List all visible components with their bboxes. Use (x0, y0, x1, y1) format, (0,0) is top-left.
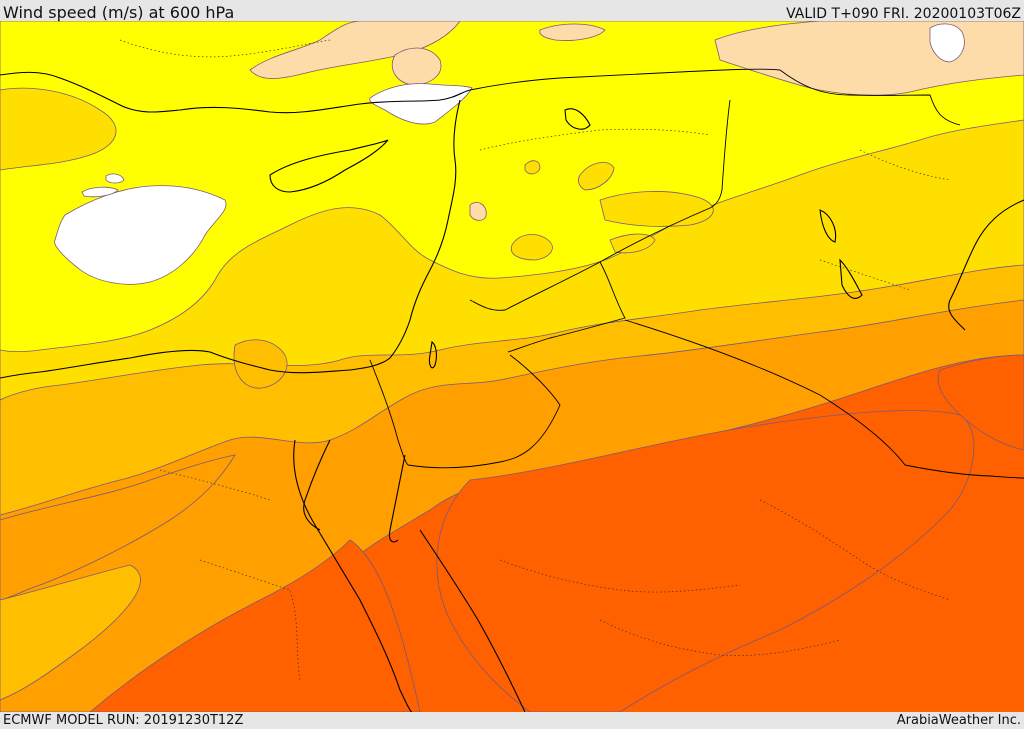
footer-bar: ECMWF MODEL RUN: 20191230T12Z ArabiaWeat… (0, 712, 1024, 729)
patch-gentle-1 (578, 161, 615, 191)
calm-anatolia (54, 185, 227, 285)
egypt-israel-border (369, 359, 409, 466)
calm-anatolia-small (81, 186, 119, 198)
turkey-syria-border (469, 68, 781, 91)
peak-levant (469, 201, 487, 221)
lake-tuz (564, 108, 591, 130)
band-moderate-sw (0, 564, 141, 701)
patch-gentle-3 (599, 191, 714, 227)
band-light (0, 21, 1024, 352)
provider-credit: ArabiaWeather Inc. (896, 713, 1021, 728)
peak-north-small (391, 47, 442, 86)
iraq-syria-border (709, 99, 731, 209)
egypt-sudan-border (407, 354, 561, 469)
header-bar: Wind speed (m/s) at 600 hPa VALID T+090 … (0, 0, 1024, 22)
wind-speed-map (0, 21, 1024, 712)
red-sea-east-coast (419, 529, 526, 712)
band-strong-sw (89, 539, 421, 712)
coastlines (0, 71, 1024, 712)
calm-antioch (369, 83, 473, 125)
calm-northeast (929, 23, 965, 63)
anatolia-south-coast (0, 71, 471, 114)
band-moderate-sinai (233, 339, 288, 389)
gulf-of-suez (303, 439, 331, 531)
persian-gulf-coast (948, 199, 1024, 331)
saudi-iraq-border (624, 319, 1024, 479)
jordan-saudi (507, 261, 626, 353)
lake-van (819, 209, 837, 243)
band-fresh-sw (0, 454, 236, 601)
band-gentle-nw (0, 87, 117, 171)
valid-time: VALID T+090 FRI. 20200103T06Z (786, 6, 1021, 22)
iran-iraq-border (779, 69, 961, 126)
cyprus (269, 139, 389, 193)
red-sea-west-coast (293, 439, 413, 712)
gulf-of-aqaba (388, 454, 406, 543)
band-strong-east (937, 354, 1024, 451)
egypt-north-coast (0, 349, 351, 379)
patch-gentle-2 (510, 234, 553, 261)
political-borders (369, 68, 1024, 479)
patch-gentle-5 (524, 160, 541, 175)
map-title: Wind speed (m/s) at 600 hPa (3, 3, 235, 22)
peak-north-center (249, 21, 461, 79)
syria-jordan-iraq (469, 207, 711, 311)
levant-coast (349, 99, 461, 371)
dead-sea (428, 341, 437, 369)
band-strong-core (436, 410, 975, 712)
admin-boundaries (119, 39, 951, 681)
model-run: ECMWF MODEL RUN: 20191230T12Z (3, 713, 244, 728)
peak-north-tiny (539, 23, 606, 41)
calm-anatolia-tiny (105, 173, 125, 184)
